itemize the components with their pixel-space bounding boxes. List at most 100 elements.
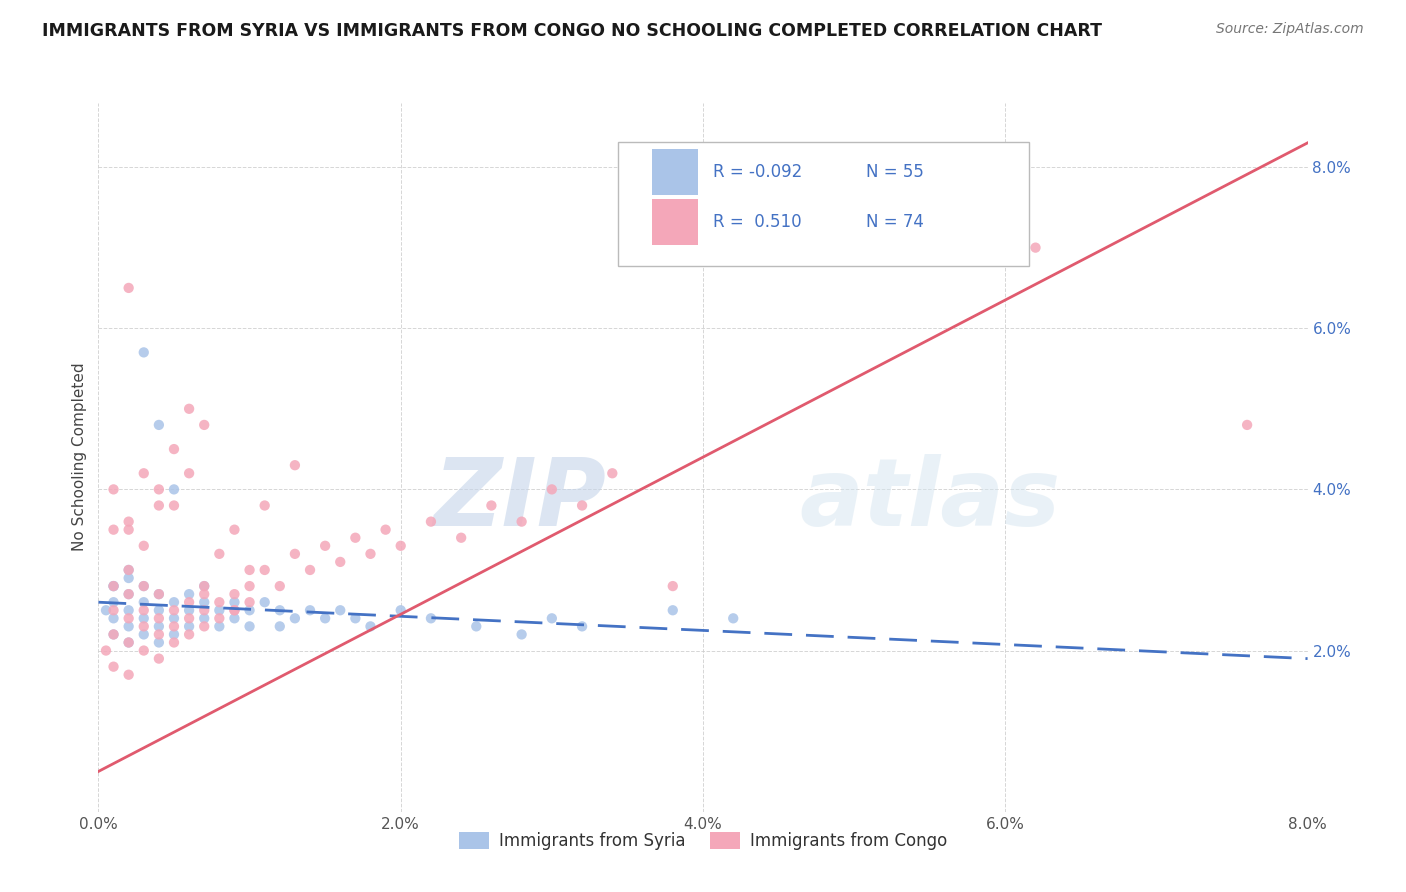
- Point: [118, 571, 141, 585]
- Point: [148, 635, 170, 649]
- Point: [239, 563, 262, 577]
- Point: [193, 603, 215, 617]
- Point: [118, 587, 141, 601]
- Text: R =  0.510: R = 0.510: [713, 213, 801, 231]
- Point: [193, 417, 215, 432]
- Point: [132, 467, 155, 481]
- Point: [540, 483, 562, 497]
- Point: [118, 611, 141, 625]
- Point: [208, 547, 231, 561]
- Point: [163, 483, 186, 497]
- Text: ZIP: ZIP: [433, 454, 606, 546]
- Point: [420, 611, 443, 625]
- Point: [299, 563, 322, 577]
- Point: [163, 619, 186, 633]
- Point: [148, 499, 170, 513]
- Point: [510, 627, 533, 641]
- Point: [163, 627, 186, 641]
- Point: [269, 579, 291, 593]
- FancyBboxPatch shape: [619, 142, 1029, 266]
- Point: [163, 611, 186, 625]
- Point: [193, 595, 215, 609]
- Point: [94, 643, 117, 657]
- Point: [284, 547, 307, 561]
- Point: [314, 539, 336, 553]
- Point: [132, 595, 155, 609]
- Point: [179, 627, 201, 641]
- Point: [179, 467, 201, 481]
- Text: N = 55: N = 55: [866, 163, 924, 181]
- Point: [103, 611, 125, 625]
- Point: [132, 643, 155, 657]
- Point: [132, 579, 155, 593]
- Point: [103, 627, 125, 641]
- Point: [360, 547, 382, 561]
- Point: [450, 531, 472, 545]
- Point: [118, 281, 141, 295]
- Point: [148, 483, 170, 497]
- Y-axis label: No Schooling Completed: No Schooling Completed: [72, 363, 87, 551]
- Point: [344, 611, 367, 625]
- Point: [179, 401, 201, 416]
- Point: [374, 523, 396, 537]
- Point: [389, 539, 412, 553]
- Point: [253, 499, 276, 513]
- Point: [103, 523, 125, 537]
- Point: [329, 555, 352, 569]
- Legend: Immigrants from Syria, Immigrants from Congo: Immigrants from Syria, Immigrants from C…: [451, 825, 955, 856]
- Text: N = 74: N = 74: [866, 213, 924, 231]
- Point: [103, 483, 125, 497]
- Point: [540, 611, 562, 625]
- Point: [148, 587, 170, 601]
- Point: [224, 523, 246, 537]
- Point: [239, 603, 262, 617]
- Point: [132, 619, 155, 633]
- Point: [94, 603, 117, 617]
- Point: [193, 619, 215, 633]
- Point: [193, 579, 215, 593]
- Point: [118, 635, 141, 649]
- Point: [163, 635, 186, 649]
- Point: [179, 603, 201, 617]
- Point: [239, 619, 262, 633]
- Point: [148, 603, 170, 617]
- Point: [103, 659, 125, 673]
- Point: [299, 603, 322, 617]
- Point: [103, 579, 125, 593]
- Point: [571, 619, 593, 633]
- Point: [208, 603, 231, 617]
- Point: [224, 611, 246, 625]
- Point: [284, 611, 307, 625]
- Point: [208, 595, 231, 609]
- Point: [224, 603, 246, 617]
- Point: [148, 627, 170, 641]
- Point: [148, 611, 170, 625]
- Text: Source: ZipAtlas.com: Source: ZipAtlas.com: [1216, 22, 1364, 37]
- Point: [132, 603, 155, 617]
- Point: [1025, 241, 1047, 255]
- Point: [179, 595, 201, 609]
- Point: [193, 587, 215, 601]
- Point: [224, 603, 246, 617]
- Point: [602, 467, 624, 481]
- Point: [344, 531, 367, 545]
- Text: IMMIGRANTS FROM SYRIA VS IMMIGRANTS FROM CONGO NO SCHOOLING COMPLETED CORRELATIO: IMMIGRANTS FROM SYRIA VS IMMIGRANTS FROM…: [42, 22, 1102, 40]
- Point: [163, 499, 186, 513]
- Point: [208, 611, 231, 625]
- Point: [118, 587, 141, 601]
- Point: [284, 458, 307, 473]
- Point: [118, 619, 141, 633]
- Point: [193, 611, 215, 625]
- Point: [269, 619, 291, 633]
- Point: [118, 563, 141, 577]
- Point: [193, 579, 215, 593]
- Point: [118, 515, 141, 529]
- Point: [103, 603, 125, 617]
- Point: [132, 627, 155, 641]
- Point: [118, 667, 141, 681]
- Point: [329, 603, 352, 617]
- Point: [118, 635, 141, 649]
- Point: [661, 603, 683, 617]
- Point: [224, 595, 246, 609]
- Point: [314, 611, 336, 625]
